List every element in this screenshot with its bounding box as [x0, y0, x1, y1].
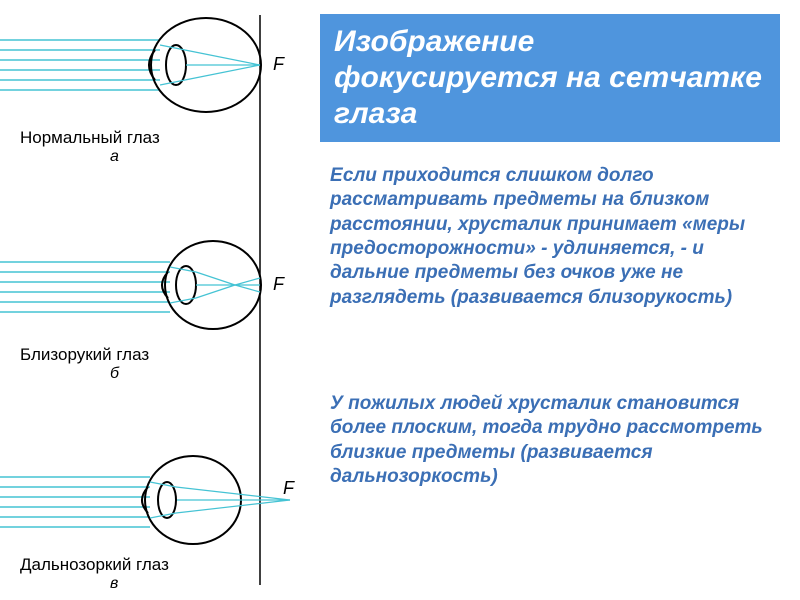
paragraph-1: Если приходится слишком долго рассматрив… — [320, 164, 780, 310]
slide-title: Изображение фокусируется на сетчатке гла… — [320, 14, 780, 142]
subletter-v: в — [110, 575, 118, 593]
svg-text:F: F — [283, 478, 295, 498]
paragraph-2: У пожилых людей хрусталик становится бол… — [320, 392, 780, 489]
eye-diagrams-panel: F F F — [0, 0, 310, 600]
label-hyperopic-eye: Дальнозоркий глаз — [20, 555, 169, 575]
eye-diagrams-svg: F F F — [0, 0, 310, 600]
label-myopic-eye: Близорукий глаз — [20, 345, 149, 365]
text-panel: Изображение фокусируется на сетчатке гла… — [320, 14, 780, 310]
svg-text:F: F — [273, 274, 285, 294]
label-normal-eye: Нормальный глаз — [20, 128, 160, 148]
subletter-b: б — [110, 365, 119, 383]
subletter-a: а — [110, 148, 119, 166]
svg-text:F: F — [273, 54, 285, 74]
